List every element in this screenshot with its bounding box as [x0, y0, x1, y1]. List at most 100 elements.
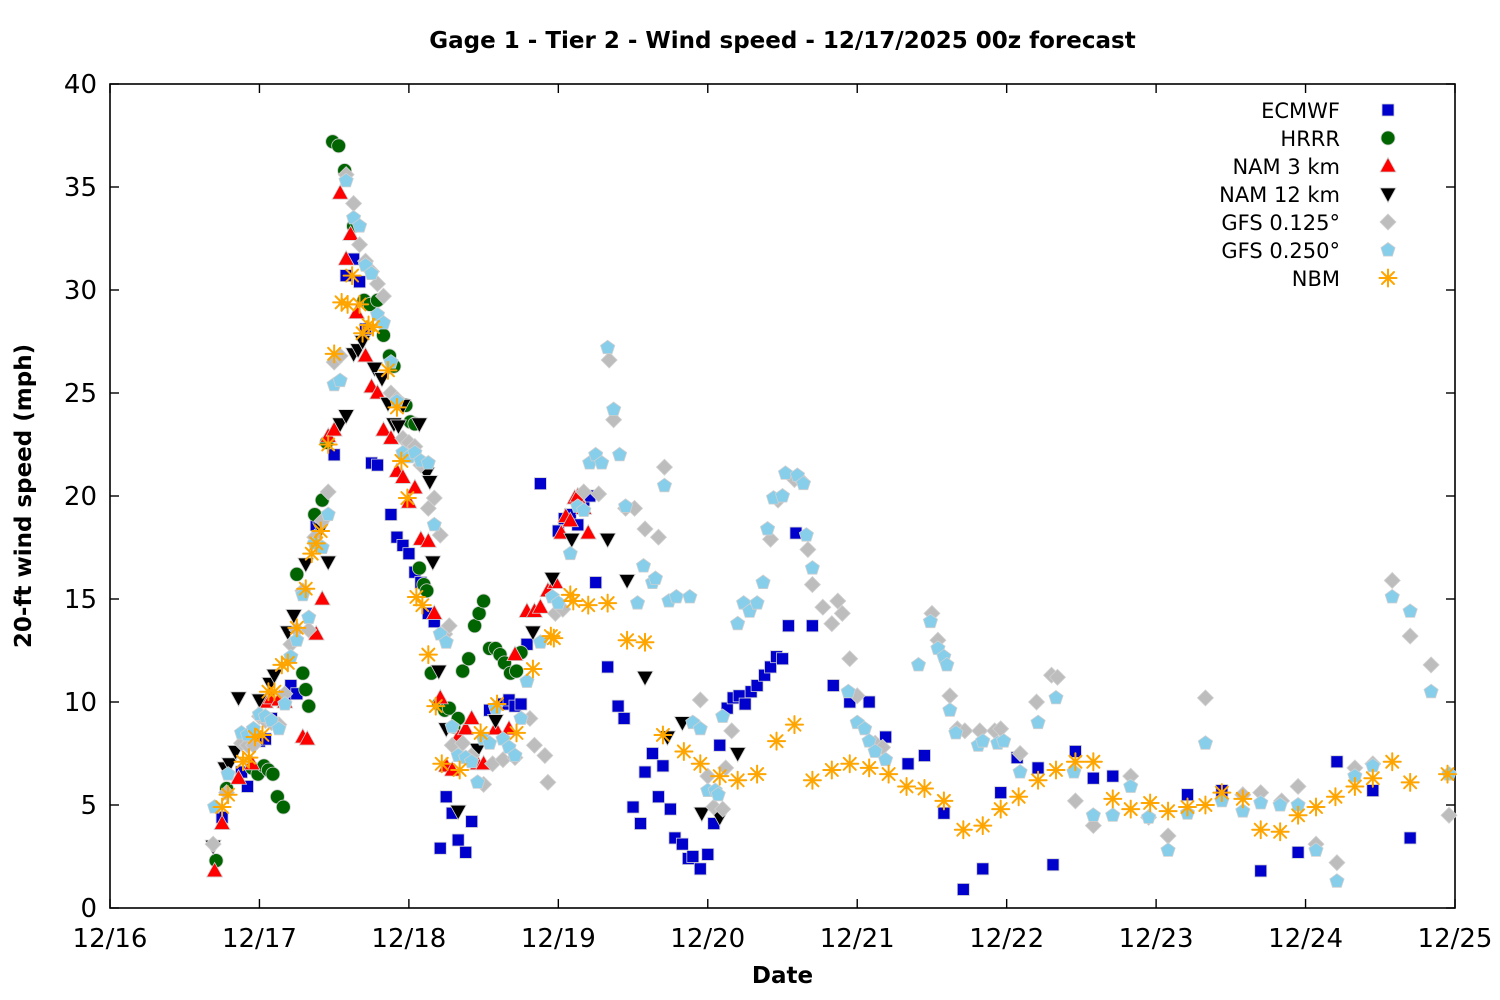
data-point-triangle-up — [579, 523, 597, 540]
data-point-square — [693, 862, 707, 876]
x-tick-label: 12/20 — [670, 924, 745, 954]
data-point-asterisk — [264, 682, 284, 702]
data-point-square — [465, 815, 479, 828]
data-point-asterisk — [1212, 783, 1232, 803]
x-tick-label: 12/21 — [820, 924, 895, 954]
data-point-circle — [331, 138, 347, 154]
data-point-pentagon — [507, 747, 523, 762]
data-point-asterisk — [350, 294, 370, 314]
data-point-asterisk — [378, 360, 398, 380]
data-point-pentagon — [656, 477, 673, 493]
data-point-pentagon — [647, 570, 664, 585]
data-point-asterisk — [426, 696, 446, 716]
data-point-pentagon — [420, 455, 436, 470]
data-point-triangle-down — [636, 670, 654, 687]
data-point-pentagon — [1272, 797, 1288, 812]
data-point-asterisk — [487, 694, 507, 714]
data-point-square — [1106, 769, 1120, 783]
data-point-diamond — [814, 598, 832, 616]
data-point-pentagon — [1030, 714, 1046, 730]
data-point-asterisk — [338, 294, 358, 314]
data-point-pentagon — [1197, 735, 1214, 750]
data-point-diamond — [1048, 668, 1067, 686]
x-tick-label: 12/18 — [371, 924, 446, 954]
data-point-pentagon — [301, 609, 317, 624]
data-point-circle — [476, 593, 492, 609]
data-point-pentagon — [795, 475, 812, 491]
data-point-diamond — [374, 287, 393, 305]
data-point-square — [601, 660, 615, 674]
data-point-pentagon — [1012, 764, 1028, 779]
x-tick-label: 12/16 — [73, 924, 148, 954]
data-point-diamond — [525, 736, 543, 754]
data-point-pentagon — [594, 455, 610, 470]
data-point-diamond — [649, 528, 668, 546]
data-point-asterisk — [879, 764, 899, 784]
data-point-pentagon — [1085, 807, 1101, 822]
data-point-asterisk — [859, 758, 879, 778]
data-point-square — [664, 802, 677, 816]
data-point-circle — [301, 698, 317, 714]
data-point-asterisk — [802, 770, 822, 790]
data-point-diamond — [655, 458, 674, 476]
data-point-pentagon — [635, 558, 652, 573]
data-point-diamond — [1027, 693, 1046, 711]
data-point-square — [826, 679, 840, 692]
data-point-pentagon — [1141, 809, 1157, 824]
data-point-triangle-up — [368, 383, 387, 400]
data-point-square — [656, 759, 670, 773]
data-point-asterisk — [1065, 752, 1085, 772]
data-point-triangle-down — [365, 361, 384, 378]
data-point-asterisk — [1177, 797, 1197, 817]
data-point-square — [805, 619, 819, 633]
data-point-pentagon — [618, 498, 634, 513]
data-point-diamond — [319, 483, 337, 501]
data-point-asterisk — [239, 748, 259, 768]
data-point-asterisk — [1438, 764, 1458, 784]
data-point-asterisk — [767, 731, 787, 751]
legend-label-hrrr: HRRR — [1280, 127, 1340, 151]
data-point-triangle-up — [1379, 156, 1397, 173]
data-point-asterisk — [1325, 787, 1345, 807]
data-point-asterisk — [991, 799, 1011, 819]
data-point-triangle-up — [457, 719, 475, 736]
data-point-pentagon — [749, 595, 765, 610]
data-point-asterisk — [278, 653, 298, 673]
data-point-pentagon — [1384, 588, 1400, 604]
data-point-circle — [1380, 130, 1396, 146]
data-point-triangle-down — [265, 668, 284, 685]
data-point-triangle-up — [313, 589, 331, 606]
data-point-triangle-down — [728, 747, 747, 763]
data-point-asterisk — [1378, 268, 1398, 288]
data-point-pentagon — [1308, 842, 1324, 857]
data-point-asterisk — [1363, 768, 1383, 788]
data-point-triangle-down — [486, 714, 505, 730]
data-point-triangle-up — [205, 861, 224, 878]
data-point-triangle-up — [356, 346, 375, 363]
data-point-pentagon — [375, 315, 392, 330]
data-point-asterisk — [1140, 793, 1160, 813]
data-point-circle — [265, 766, 281, 782]
y-tick-label: 5 — [80, 791, 97, 821]
data-point-square — [327, 448, 341, 462]
data-point-square — [1291, 845, 1305, 859]
data-point-pentagon — [289, 632, 305, 647]
data-point-asterisk — [598, 593, 618, 613]
data-point-asterisk — [306, 533, 326, 553]
data-point-asterisk — [690, 754, 710, 774]
data-point-triangle-down — [430, 664, 448, 681]
data-point-square — [439, 790, 453, 804]
data-point-asterisk — [450, 760, 470, 780]
y-tick-label: 15 — [64, 585, 97, 615]
data-point-diamond — [941, 687, 959, 705]
data-point-pentagon — [710, 786, 726, 802]
data-point-square — [433, 841, 447, 855]
data-point-circle — [471, 606, 487, 621]
data-point-circle — [298, 682, 314, 698]
data-point-pentagon — [692, 720, 708, 736]
data-point-pentagon — [600, 339, 616, 355]
data-point-pentagon — [1048, 689, 1064, 705]
data-point-pentagon — [867, 743, 883, 758]
x-tick-label: 12/25 — [1418, 924, 1493, 954]
